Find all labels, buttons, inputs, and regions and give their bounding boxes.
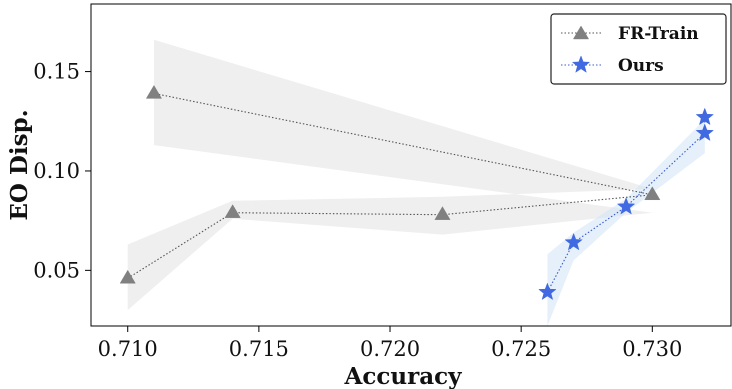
plot-frame bbox=[90, 3, 732, 327]
marker-ours-1 bbox=[564, 232, 583, 251]
x-tick-label-1: 0.715 bbox=[229, 337, 289, 361]
x-tick-label-0: 0.710 bbox=[98, 337, 158, 361]
band-fr-train bbox=[127, 39, 653, 311]
marker-ours-2 bbox=[616, 197, 636, 215]
marker-fr-train-4 bbox=[145, 84, 162, 99]
x-tick-label-2: 0.720 bbox=[360, 337, 420, 361]
marker-fr-train-3 bbox=[644, 186, 661, 201]
marker-fr-train-0 bbox=[119, 269, 136, 284]
marker-fr-train-2 bbox=[434, 206, 451, 220]
marker-ours-3 bbox=[695, 123, 715, 142]
band-ours bbox=[547, 109, 705, 326]
legend-box bbox=[550, 13, 727, 85]
y-axis-title: EO Disp. bbox=[6, 109, 33, 220]
x-tick-label-3: 0.725 bbox=[491, 337, 551, 361]
legend-label-ours: Ours bbox=[618, 56, 664, 76]
marker-ours-0 bbox=[538, 282, 557, 301]
legend-label-fr-train: FR-Train bbox=[618, 24, 699, 44]
legend-marker-ours bbox=[571, 55, 591, 73]
marker-fr-train-1 bbox=[224, 204, 241, 218]
marker-ours-4 bbox=[695, 107, 715, 126]
y-tick-label-0: 0.05 bbox=[33, 258, 80, 282]
legend-marker-fr-train bbox=[572, 25, 590, 40]
y-tick-label-1: 0.10 bbox=[33, 159, 80, 183]
x-tick-label-4: 0.730 bbox=[622, 337, 682, 361]
x-axis-title: Accuracy bbox=[344, 363, 463, 389]
y-tick-label-2: 0.15 bbox=[33, 60, 80, 84]
